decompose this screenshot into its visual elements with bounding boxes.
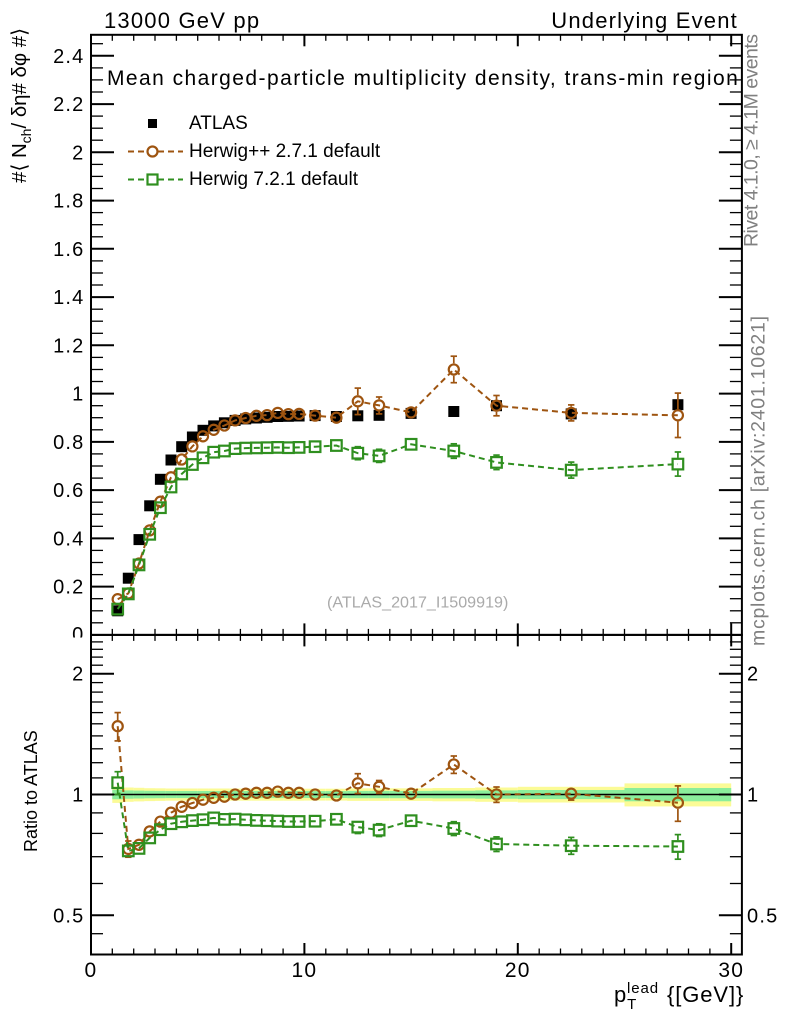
svg-text:#⟨ Nch/ δη# δφ #⟩: #⟨ Nch/ δη# δφ #⟩ [9,28,34,183]
svg-text:0: 0 [85,959,98,982]
svg-text:1: 1 [72,785,84,807]
svg-text:0.4: 0.4 [53,528,84,550]
svg-text:Ratio to ATLAS: Ratio to ATLAS [21,730,41,852]
svg-text:Mean charged-particle multipli: Mean charged-particle multiplicity densi… [107,67,739,90]
svg-text:Herwig++ 2.7.1 default: Herwig++ 2.7.1 default [189,141,381,162]
svg-text:Rivet 4.1.0, ≥ 4.1M events: Rivet 4.1.0, ≥ 4.1M events [741,34,763,247]
svg-text:0.2: 0.2 [53,577,84,599]
svg-text:Herwig 7.2.1 default: Herwig 7.2.1 default [189,169,359,190]
svg-text:13000 GeV pp: 13000 GeV pp [104,8,260,33]
svg-text:2: 2 [72,142,84,164]
svg-text:10: 10 [292,959,318,982]
svg-text:0.8: 0.8 [53,432,84,454]
svg-text:Underlying Event: Underlying Event [551,8,738,33]
svg-text:1: 1 [72,384,84,406]
svg-text:1: 1 [747,785,759,807]
svg-text:20: 20 [505,959,531,982]
svg-text:0: 0 [72,624,84,646]
svg-text:2.2: 2.2 [53,94,84,116]
svg-text:0.5: 0.5 [747,905,778,927]
svg-text:2: 2 [747,664,759,686]
svg-text:30: 30 [718,959,744,982]
svg-text:1.8: 1.8 [53,191,84,213]
svg-text:1.2: 1.2 [53,335,84,357]
svg-text:2: 2 [72,664,84,686]
svg-text:(ATLAS_2017_I1509919): (ATLAS_2017_I1509919) [327,594,508,612]
svg-text:1.6: 1.6 [53,239,84,261]
svg-text:mcplots.cern.ch [arXiv:2401.10: mcplots.cern.ch [arXiv:2401.10621] [748,316,770,646]
svg-text:1.4: 1.4 [53,287,84,309]
svg-text:2.4: 2.4 [53,46,84,68]
svg-text:0.5: 0.5 [53,905,84,927]
svg-text:ATLAS: ATLAS [189,113,248,134]
svg-text:0.6: 0.6 [53,480,84,502]
